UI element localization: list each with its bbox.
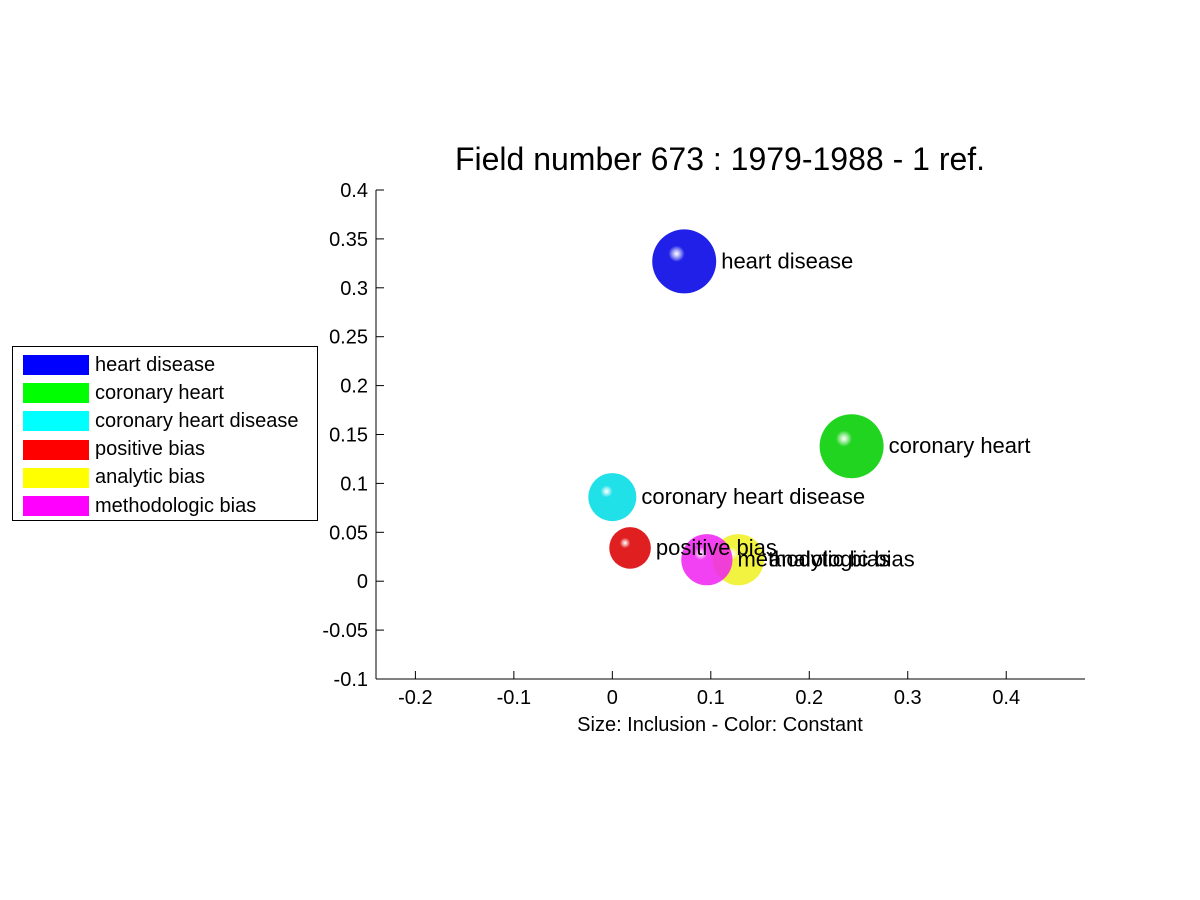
y-tick-label: 0.4	[340, 180, 368, 202]
point-label: methodologic bias	[737, 547, 914, 572]
x-tick-label: -0.2	[398, 687, 432, 709]
y-tick-label: 0.35	[329, 229, 368, 251]
y-tick-label: 0.1	[340, 473, 368, 495]
y-tick-label: -0.05	[322, 620, 368, 642]
x-tick-label: 0.4	[992, 687, 1020, 709]
legend-swatch	[23, 496, 89, 516]
point-marker	[681, 534, 733, 586]
x-tick-label: 0.2	[795, 687, 823, 709]
x-tick-label: 0	[607, 687, 618, 709]
legend-swatch	[23, 355, 89, 375]
point-label: analytic bias	[769, 547, 890, 572]
legend-label: heart disease	[95, 353, 216, 376]
x-tick-label: 0.3	[894, 687, 922, 709]
legend-item: analytic bias	[23, 466, 206, 489]
x-tick-label: -0.1	[497, 687, 531, 709]
y-tick-label: 0.05	[329, 522, 368, 544]
point-label: heart disease	[721, 248, 853, 273]
point-marker	[609, 527, 651, 569]
legend-item: heart disease	[23, 354, 215, 376]
y-tick-label: 0	[357, 571, 368, 593]
y-tick-label: 0.15	[329, 425, 368, 447]
x-tick-label: 0.1	[697, 687, 725, 709]
legend-swatch	[23, 383, 89, 404]
point-marker	[819, 414, 884, 479]
x-axis-label: Size: Inclusion - Color: Constant	[577, 714, 863, 736]
points	[588, 229, 884, 586]
y-tick-label: 0.25	[329, 327, 368, 349]
legend-swatch	[23, 411, 89, 432]
point-marker	[588, 473, 637, 522]
chart-title: Field number 673 : 1979-1988 - 1 ref.	[455, 141, 985, 177]
legend-label: positive bias	[95, 438, 206, 461]
y-tick-label: 0.3	[340, 278, 368, 300]
point-label: coronary heart disease	[641, 484, 865, 509]
legend-item: positive bias	[23, 438, 206, 461]
legend-item: methodologic bias	[23, 495, 256, 517]
legend-item: coronary heart	[23, 382, 224, 404]
legend-label: coronary heart	[95, 381, 224, 404]
legend: heart disease coronary heart coronary hear…	[12, 346, 318, 521]
axes: -0.1 -0.05 0 0.05 0.1 0.15 0.2 0.25 0.3 0.35 0.4 -0…	[322, 180, 1085, 709]
point-marker	[652, 229, 717, 294]
y-tick-label: 0.2	[340, 376, 368, 398]
legend-swatch	[23, 439, 89, 460]
legend-label: methodologic bias	[95, 494, 257, 517]
point-labels: heart disease coronary heart coronary hear…	[641, 248, 1030, 571]
legend-label: coronary heart disease	[95, 409, 299, 432]
y-tick-label: -0.1	[334, 669, 368, 691]
point-label: positive bias	[656, 535, 777, 560]
legend-swatch	[23, 467, 89, 488]
point-label: coronary heart	[889, 433, 1031, 458]
legend-item: coronary heart disease	[23, 410, 298, 432]
legend-label: analytic bias	[95, 466, 206, 489]
